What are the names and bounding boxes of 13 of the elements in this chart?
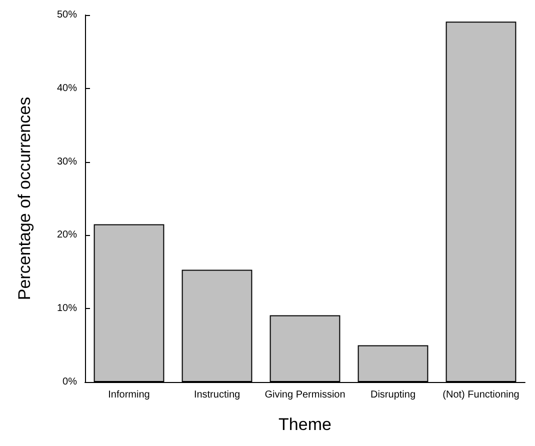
x-tick-label: Instructing: [194, 390, 240, 400]
y-tick-label: 40%: [56, 82, 78, 94]
y-axis-title: Percentage of occurrences: [15, 96, 34, 300]
x-axis-title: Theme: [278, 415, 332, 434]
y-tick-label: 50%: [56, 10, 78, 20]
x-tick-label: Giving Permission: [264, 390, 346, 400]
x-tick-label: (Not) Functioning: [442, 390, 520, 400]
y-tick-label: 30%: [56, 156, 78, 168]
x-tick-label: Disrupting: [370, 390, 416, 400]
x-tick-label: Informing: [108, 390, 150, 400]
y-tick-label: 10%: [56, 303, 78, 314]
y-tick-label: 20%: [56, 230, 78, 241]
y-tick-label: 0%: [62, 376, 78, 388]
